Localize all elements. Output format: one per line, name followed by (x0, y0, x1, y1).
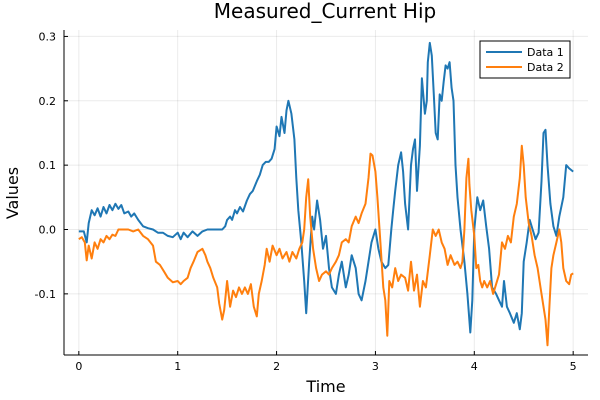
x-tick-label: 3 (372, 360, 379, 373)
axes (63, 30, 588, 356)
x-tick-label: 2 (273, 360, 280, 373)
x-tick-label: 0 (75, 360, 82, 373)
legend-label-data-2: Data 2 (527, 61, 564, 74)
x-tick-label: 1 (174, 360, 181, 373)
y-tick-label: 0.3 (39, 30, 57, 43)
y-tick-label: -0.1 (35, 288, 56, 301)
legend-box (479, 40, 571, 79)
x-tick-label: 5 (570, 360, 577, 373)
series-group (78, 41, 574, 347)
x-axis-label: Time (305, 377, 345, 396)
series-line-data-2 (78, 144, 574, 347)
y-tick-label: 0.2 (39, 95, 57, 108)
legend-label-data-1: Data 1 (527, 46, 564, 59)
y-tick-label: 0.1 (39, 159, 57, 172)
y-axis-label: Values (3, 167, 22, 219)
chart-title: Measured_Current Hip (214, 0, 436, 23)
y-axis-ticks: -0.1 0.0 0.1 0.2 0.3 (35, 30, 68, 301)
x-tick-label: 4 (471, 360, 478, 373)
legend: Data 1 Data 2 (479, 40, 571, 79)
x-axis-ticks: 0 1 2 3 4 5 (75, 351, 577, 373)
y-tick-label: 0.0 (39, 224, 57, 237)
